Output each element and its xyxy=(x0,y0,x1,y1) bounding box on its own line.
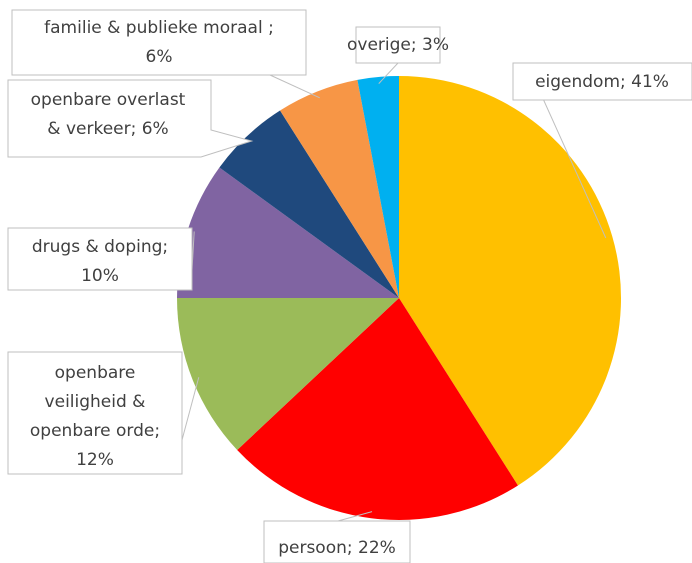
data-label: openbare overlast xyxy=(31,90,186,110)
data-label: persoon; 22% xyxy=(278,538,396,558)
pie-slice xyxy=(399,76,621,486)
label-box xyxy=(11,9,307,76)
pie-slice xyxy=(357,76,399,298)
data-label: 10% xyxy=(81,266,119,286)
pie-slice xyxy=(177,167,399,298)
pie-slice xyxy=(219,110,399,298)
label-box xyxy=(512,62,692,101)
leader-line xyxy=(337,511,373,522)
leader-line xyxy=(181,377,200,441)
label-box xyxy=(355,26,441,64)
pie-slice xyxy=(177,298,399,450)
data-label: 6% xyxy=(146,47,173,67)
data-label: openbare xyxy=(55,363,136,383)
data-label: & verkeer; 6% xyxy=(47,119,168,139)
data-label: openbare orde; xyxy=(30,421,160,441)
data-label: 12% xyxy=(76,450,114,470)
leader-line xyxy=(269,74,320,99)
pie-slice xyxy=(280,79,399,299)
label-box xyxy=(7,351,183,475)
data-label: eigendom; 41% xyxy=(535,72,669,92)
label-box xyxy=(7,227,193,291)
label-box xyxy=(263,520,411,563)
data-label: overige; 3% xyxy=(347,35,449,55)
data-label: veiligheid & xyxy=(45,392,146,412)
leader-line xyxy=(378,62,399,84)
data-label: drugs & doping; xyxy=(32,237,168,257)
pie-slice xyxy=(237,298,518,521)
data-label: familie & publieke moraal ; xyxy=(44,18,274,38)
label-box xyxy=(7,79,254,158)
leader-line xyxy=(539,91,607,239)
